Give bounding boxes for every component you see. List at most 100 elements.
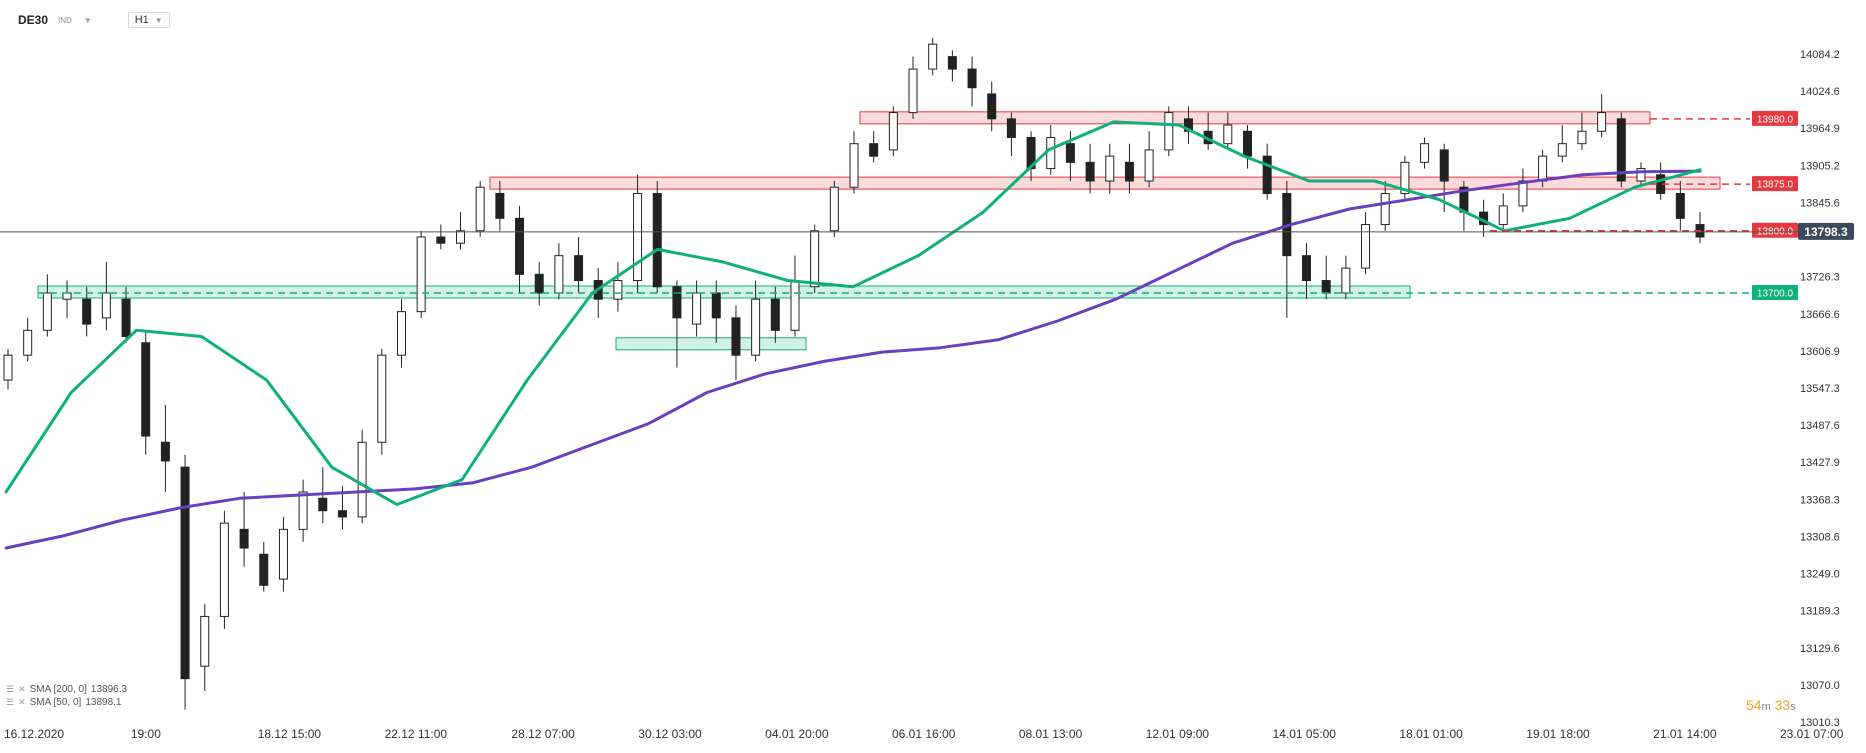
candle-body bbox=[160, 441, 170, 462]
candle-body bbox=[318, 497, 328, 512]
candle-body bbox=[1046, 136, 1056, 170]
price-tick-label: 14084.2 bbox=[1800, 49, 1840, 61]
legend-sma50[interactable]: ☰ ✕ SMA [50, 0] 13898.1 bbox=[6, 696, 127, 709]
candle-body bbox=[436, 236, 446, 244]
price-tick-label: 13845.6 bbox=[1800, 197, 1840, 209]
candle-body bbox=[967, 68, 977, 89]
candle-body bbox=[849, 143, 859, 188]
candle-body bbox=[200, 615, 210, 667]
candle-body bbox=[101, 292, 111, 319]
countdown-seconds: 33 bbox=[1774, 697, 1791, 713]
close-icon[interactable]: ✕ bbox=[18, 697, 26, 707]
settings-icon[interactable]: ☰ bbox=[6, 684, 15, 694]
candle-body bbox=[790, 280, 800, 331]
candle-body bbox=[947, 56, 957, 70]
candle-body bbox=[633, 192, 643, 282]
support-zone-box bbox=[615, 337, 807, 351]
legend-label: SMA [50, 0] bbox=[29, 697, 82, 708]
candle-body bbox=[82, 298, 92, 325]
candle-body bbox=[219, 522, 229, 617]
candle-body bbox=[23, 329, 33, 356]
candle-body bbox=[1557, 143, 1567, 157]
symbol-name[interactable]: DE30 bbox=[18, 13, 49, 27]
candle-body bbox=[928, 43, 938, 70]
settings-icon[interactable]: ☰ bbox=[6, 697, 15, 707]
price-tick-label: 13666.6 bbox=[1800, 309, 1840, 321]
candle-body bbox=[1144, 149, 1154, 182]
time-tick-label: 28.12 07:00 bbox=[511, 727, 575, 741]
candle-body bbox=[239, 528, 249, 549]
candle-body bbox=[908, 68, 918, 114]
candle-body bbox=[1262, 155, 1272, 194]
level-tag-label: 13875.0 bbox=[1757, 180, 1794, 191]
candle-body bbox=[1597, 112, 1607, 132]
candle-body bbox=[574, 255, 584, 282]
level-zones bbox=[37, 111, 1721, 351]
candle-body bbox=[475, 186, 485, 232]
time-tick-label: 12.01 09:00 bbox=[1146, 727, 1210, 741]
candle-body bbox=[1164, 112, 1174, 151]
level-zone-box bbox=[859, 111, 1651, 125]
candle-countdown: 54m 33s bbox=[1746, 697, 1796, 713]
time-tick-label: 18.01 01:00 bbox=[1399, 727, 1463, 741]
time-tick-label: 23.01 07:00 bbox=[1780, 727, 1844, 741]
price-tick-label: 13308.6 bbox=[1800, 531, 1840, 543]
price-tick-label: 13070.0 bbox=[1800, 680, 1840, 692]
price-tick-label: 13905.2 bbox=[1800, 160, 1840, 172]
time-tick-label: 14.01 05:00 bbox=[1273, 727, 1337, 741]
time-tick-label: 04.01 20:00 bbox=[765, 727, 829, 741]
candle-body bbox=[1321, 280, 1331, 294]
price-tick-label: 13964.9 bbox=[1800, 123, 1840, 135]
price-tick-label: 13606.9 bbox=[1800, 346, 1840, 358]
candle-body bbox=[396, 311, 406, 356]
candle-body bbox=[515, 217, 525, 275]
time-axis: 16.12.2020 19:00 18.12 15:00 22.12 11:00 28.… bbox=[4, 727, 1844, 741]
candle-body bbox=[1341, 267, 1351, 294]
timeframe-selector[interactable]: H1 ▼ bbox=[127, 12, 170, 28]
close-icon[interactable]: ✕ bbox=[18, 684, 26, 694]
level-tag bbox=[1752, 176, 1798, 192]
candle-body bbox=[1242, 130, 1252, 157]
time-tick-label: 16.12.2020 bbox=[4, 727, 64, 741]
price-tick-label: 13189.3 bbox=[1800, 606, 1840, 618]
countdown-minutes: 54 bbox=[1746, 697, 1762, 713]
time-tick-label: 08.01 13:00 bbox=[1019, 727, 1083, 741]
candle-body bbox=[613, 280, 623, 300]
current-price-label: 13798.3 bbox=[1804, 225, 1848, 239]
level-tag-label: 13980.0 bbox=[1757, 114, 1794, 125]
time-tick-label: 18.12 15:00 bbox=[258, 727, 322, 741]
candle-body bbox=[810, 230, 820, 288]
price-tick-label: 13726.3 bbox=[1800, 272, 1840, 284]
time-tick-label: 19:00 bbox=[131, 727, 161, 741]
price-axis: 14084.2 14024.6 13964.9 13905.2 13845.6 13726… bbox=[1800, 49, 1840, 729]
instrument-type: IND bbox=[58, 15, 72, 25]
legend-sma200[interactable]: ☰ ✕ SMA [200, 0] 13896.3 bbox=[6, 683, 127, 696]
candle-body bbox=[1006, 118, 1016, 138]
level-zone-box bbox=[37, 285, 1411, 299]
candle-body bbox=[1518, 180, 1528, 207]
candle-body bbox=[1124, 161, 1134, 182]
sma-layer bbox=[4, 120, 1702, 550]
countdown-minutes-unit: m bbox=[1761, 701, 1771, 713]
candle-body bbox=[869, 143, 879, 157]
time-tick-label: 30.12 03:00 bbox=[638, 727, 702, 741]
candle-body bbox=[62, 292, 72, 300]
candle-body bbox=[1400, 161, 1410, 194]
timeframe-label: H1 bbox=[134, 14, 149, 26]
candle-body bbox=[888, 112, 898, 151]
candle-body bbox=[42, 292, 52, 331]
candle-body bbox=[751, 298, 761, 356]
symbol-chevron-down-icon[interactable]: ▼ bbox=[83, 15, 92, 25]
candle-body bbox=[1223, 124, 1233, 145]
candle-body bbox=[337, 510, 347, 518]
price-tick-label: 13427.9 bbox=[1800, 457, 1840, 469]
candles-layer bbox=[3, 37, 1705, 710]
price-tick-label: 13249.0 bbox=[1800, 569, 1840, 581]
candle-body bbox=[1636, 168, 1646, 182]
candle-body bbox=[711, 292, 721, 319]
time-tick-label: 22.12 11:00 bbox=[385, 727, 448, 741]
time-tick-label: 19.01 18:00 bbox=[1526, 727, 1590, 741]
